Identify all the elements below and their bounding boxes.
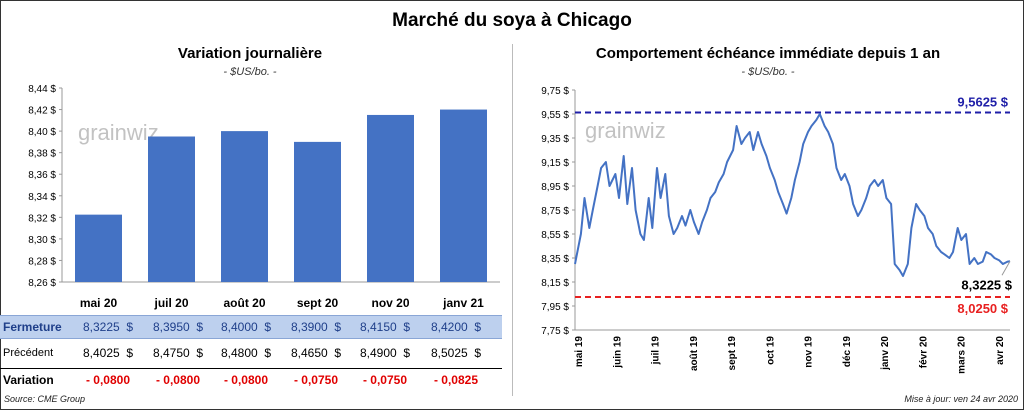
x-tick-label: mai 19	[574, 336, 585, 368]
y-tick-label: 8,75 $	[541, 206, 569, 217]
x-tick-label: déc 19	[842, 336, 853, 368]
table-cell: 8,4750 $	[152, 346, 204, 360]
y-tick-label: 8,38 $	[28, 149, 56, 160]
y-tick-label: 8,28 $	[28, 256, 56, 267]
table-cell: 8,5025 $	[430, 346, 482, 360]
x-tick-label: avr 20	[995, 336, 1006, 365]
x-tick-label: juil 19	[651, 336, 662, 366]
row-label: Précédent	[3, 347, 54, 359]
right-chart-title: Comportement échéance immédiate depuis 1…	[595, 45, 941, 62]
line-chart: grainwiz 7,75 $ 7,95 $ 8,15 $ 8,35 $ 8,55 $ 8,…	[541, 86, 1013, 374]
y-tick-label: 8,34 $	[28, 192, 56, 203]
y-tick-label: 9,35 $	[541, 134, 569, 145]
x-tick-label: sept 20	[297, 296, 339, 310]
x-tick-label: oct 19	[765, 336, 776, 365]
table-cell: - 0,0800	[223, 373, 269, 387]
panel-divider	[512, 44, 513, 396]
y-tick-label: 8,55 $	[541, 230, 569, 241]
y-tick-label: 8,30 $	[28, 235, 56, 246]
table-cell: - 0,0750	[293, 373, 339, 387]
page-title: Marché du soya à Chicago	[392, 10, 632, 31]
update-note: Mise à jour: ven 24 avr 2020	[904, 394, 1018, 404]
table-cell: 8,4900 $	[359, 346, 411, 360]
row-label: Variation	[3, 373, 54, 387]
y-tick-label: 8,36 $	[28, 170, 56, 181]
y-tick-label: 7,95 $	[541, 302, 569, 313]
bar-5	[440, 109, 487, 282]
x-tick-label: janv 21	[442, 296, 484, 310]
source-note: Source: CME Group	[4, 394, 86, 404]
last-value-label: 8,3225 $	[961, 277, 1012, 292]
table-cell: 8,4800 $	[220, 346, 272, 360]
x-tick-label: août 19	[689, 336, 700, 371]
table-cell: 8,4025 $	[82, 346, 134, 360]
y-tick-label: 8,32 $	[28, 213, 56, 224]
x-tick-label: nov 19	[804, 336, 815, 368]
y-tick-label: 8,44 $	[28, 84, 56, 95]
bar-0	[75, 214, 122, 282]
table-cell: 8,3225 $	[82, 320, 134, 334]
row-label: Fermeture	[3, 320, 62, 334]
watermark-logo: grainwiz	[78, 120, 159, 145]
table-row: Précédent 8,4025 $ 8,4750 $ 8,4800 $ 8,4650 …	[0, 342, 502, 364]
table-cell: 8,3950 $	[152, 320, 204, 334]
bar-3	[294, 141, 341, 282]
table-cell: - 0,0800	[85, 373, 131, 387]
table-cell: 8,4200 $	[430, 320, 482, 334]
y-tick-label: 9,75 $	[541, 86, 569, 97]
table-cell: 8,3900 $	[290, 320, 342, 334]
y-tick-label: 8,15 $	[541, 278, 569, 289]
x-tick-label: sept 19	[727, 336, 738, 371]
x-tick-label: mars 20	[957, 336, 968, 374]
table-cell: - 0,0750	[362, 373, 408, 387]
table-cell: - 0,0800	[155, 373, 201, 387]
table-cell: - 0,0825	[433, 373, 479, 387]
price-line	[574, 113, 1011, 277]
left-chart-title: Variation journalière	[177, 45, 323, 62]
bar-chart: grainwiz 8,26 $ 8,28 $ 8,30 $ 8,32 $ 8,34 $ 8,…	[28, 84, 500, 310]
table-row: Variation - 0,0800 - 0,0800 - 0,0800 - 0,075…	[0, 368, 502, 391]
y-tick-label: 8,95 $	[541, 182, 569, 193]
high-value-label: 9,5625 $	[957, 95, 1008, 110]
x-tick-label: juin 19	[612, 336, 623, 369]
low-value-label: 8,0250 $	[957, 301, 1008, 316]
x-tick-label: nov 20	[371, 296, 409, 310]
y-tick-label: 7,75 $	[541, 326, 569, 337]
bar-1	[148, 136, 195, 282]
x-tick-label: févr 20	[918, 336, 929, 369]
table-cell: 8,4650 $	[290, 346, 342, 360]
x-tick-label: juil 20	[153, 296, 188, 310]
callout-leader	[1001, 261, 1011, 276]
y-tick-label: 8,42 $	[28, 106, 56, 117]
y-tick-label: 8,26 $	[28, 278, 56, 289]
y-tick-label: 9,55 $	[541, 110, 569, 121]
bar-2	[221, 131, 268, 282]
bar-4	[367, 114, 414, 282]
x-tick-label: janv 20	[880, 336, 891, 371]
table-cell: 8,4000 $	[220, 320, 272, 334]
left-chart-unit: - $US/bo. -	[223, 66, 277, 78]
watermark-logo: grainwiz	[585, 118, 666, 143]
y-tick-label: 8,40 $	[28, 127, 56, 138]
right-chart-unit: - $US/bo. -	[741, 66, 795, 78]
table-cell: 8,4150 $	[359, 320, 411, 334]
y-tick-label: 8,35 $	[541, 254, 569, 265]
x-tick-label: mai 20	[80, 296, 118, 310]
x-tick-label: août 20	[223, 296, 265, 310]
y-tick-label: 9,15 $	[541, 158, 569, 169]
table-row: Fermeture 8,3225 $ 8,3950 $ 8,4000 $ 8,3900 …	[0, 315, 502, 339]
